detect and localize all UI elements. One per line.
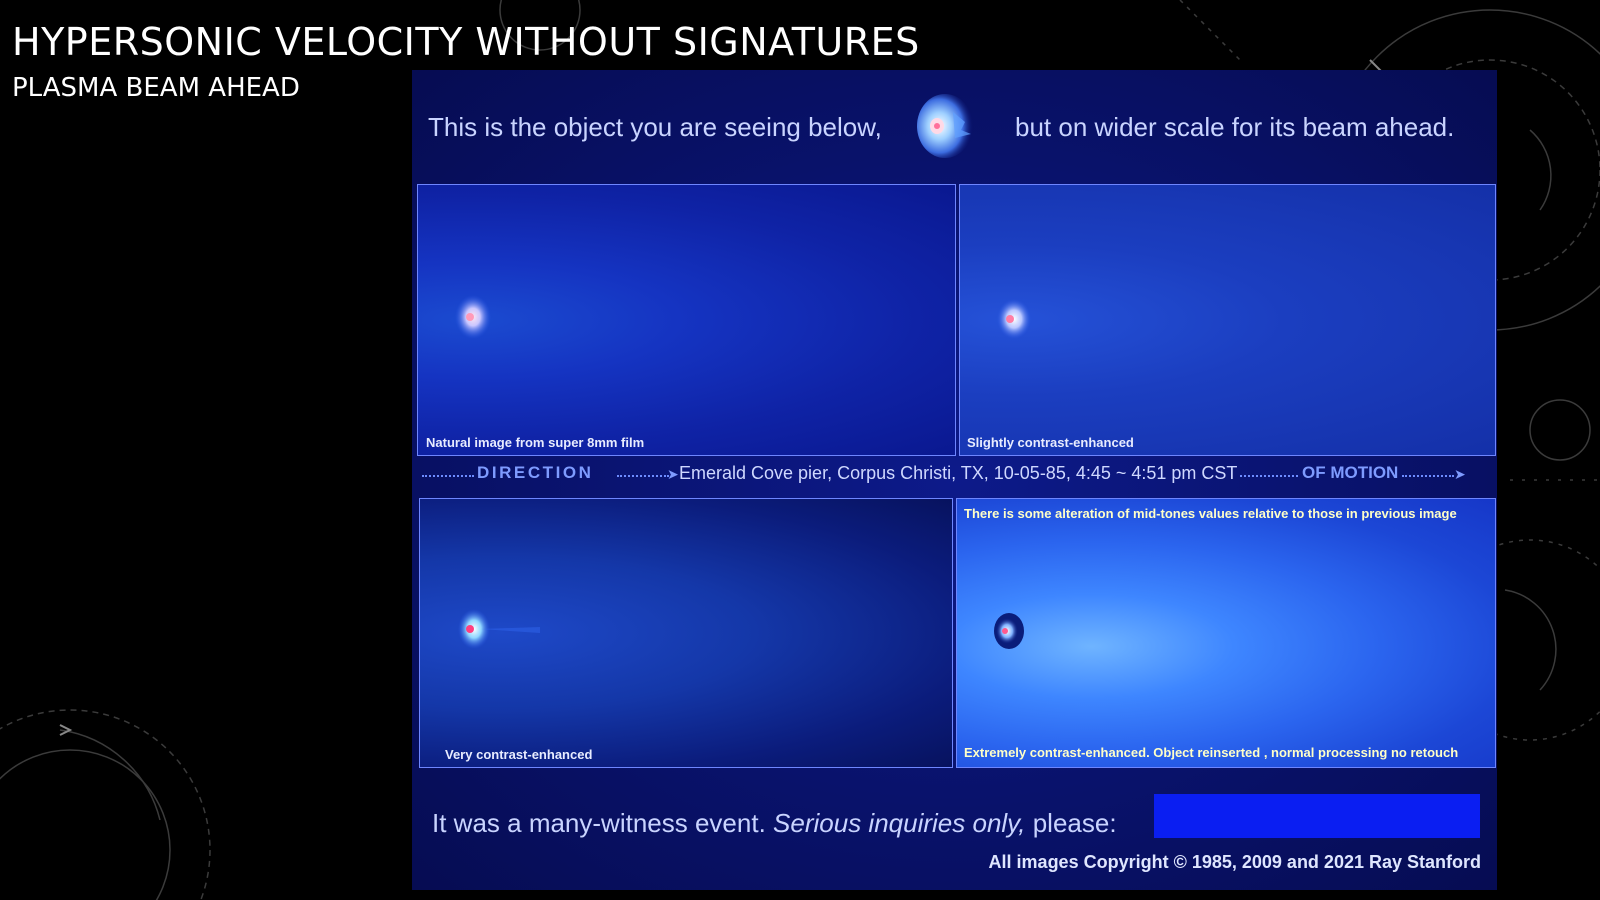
- of-motion-label: OF MOTION: [1302, 463, 1399, 482]
- slide-subtitle: PLASMA BEAM AHEAD: [12, 73, 300, 103]
- photo-panel: This is the object you are seeing below,…: [412, 70, 1497, 890]
- witness-statement: It was a many-witness event. Serious inq…: [432, 808, 1117, 839]
- natural-film-image: Natural image from super 8mm film: [417, 184, 956, 456]
- direction-of-motion-bar: DIRECTION ➤ Emerald Cove pier, Corpus Ch…: [412, 458, 1497, 492]
- object-thumbnail: [917, 94, 973, 158]
- extremely-enhanced-image: There is some alteration of mid-tones va…: [956, 498, 1496, 768]
- please-text: please:: [1032, 808, 1117, 838]
- very-enhanced-image: Very contrast-enhanced: [419, 498, 953, 768]
- inquiry-contact-box: [1154, 794, 1480, 838]
- slide-title: HYPERSONIC VELOCITY WITHOUT SIGNATURES: [12, 20, 920, 64]
- arrow-right-icon: ➤: [667, 466, 679, 482]
- direction-label: DIRECTION: [477, 463, 594, 482]
- copyright-notice: All images Copyright © 1985, 2009 and 20…: [988, 852, 1481, 872]
- header-right-text: but on wider scale for its beam ahead.: [1015, 112, 1455, 142]
- inquiries-text: Serious inquiries only,: [773, 808, 1026, 838]
- natural-image-caption: Natural image from super 8mm film: [426, 435, 645, 450]
- very-enhanced-caption: Very contrast-enhanced: [445, 747, 593, 762]
- event-location-date: Emerald Cove pier, Corpus Christi, TX, 1…: [679, 463, 1238, 483]
- arrow-right-icon: ➤: [1454, 466, 1466, 482]
- slightly-enhanced-caption: Slightly contrast-enhanced: [967, 435, 1134, 450]
- extremely-enhanced-caption: Extremely contrast-enhanced. Object rein…: [964, 745, 1459, 760]
- witness-text: It was a many-witness event.: [432, 808, 766, 838]
- header-left-text: This is the object you are seeing below,: [428, 112, 882, 142]
- slightly-enhanced-image: Slightly contrast-enhanced: [959, 184, 1496, 456]
- mid-tones-note: There is some alteration of mid-tones va…: [964, 506, 1457, 521]
